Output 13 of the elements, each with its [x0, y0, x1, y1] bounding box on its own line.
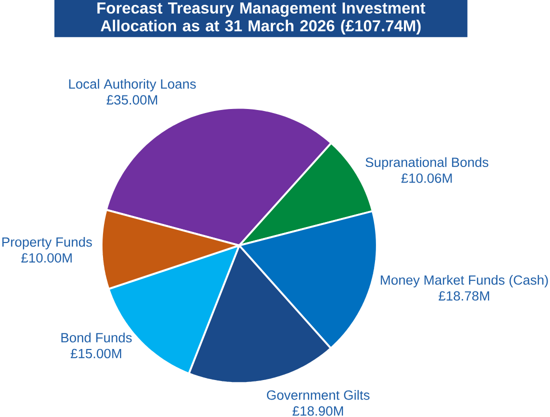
- slice-label: Supranational Bonds: [366, 157, 488, 170]
- data-label: £15.00M: [70, 348, 122, 358]
- data-label: £10.06M: [401, 173, 452, 183]
- slice-label: Bond Funds: [61, 332, 132, 342]
- data-label: £10.00M: [21, 253, 72, 263]
- data-label: £35.00M: [106, 95, 158, 105]
- slice-label: Local Authority Loans: [69, 78, 196, 92]
- slice-label: Money Market Funds (Cash): [380, 274, 548, 288]
- slice-label: Property Funds: [2, 236, 92, 250]
- data-label: £18.90M: [292, 406, 343, 416]
- chart-title: Forecast Treasury Management Investment Allocation as at 31 March 2026 (£107.74M): [97, 2, 426, 35]
- slice-label: Government Gilts: [266, 390, 370, 400]
- data-label: £18.78M: [438, 291, 490, 301]
